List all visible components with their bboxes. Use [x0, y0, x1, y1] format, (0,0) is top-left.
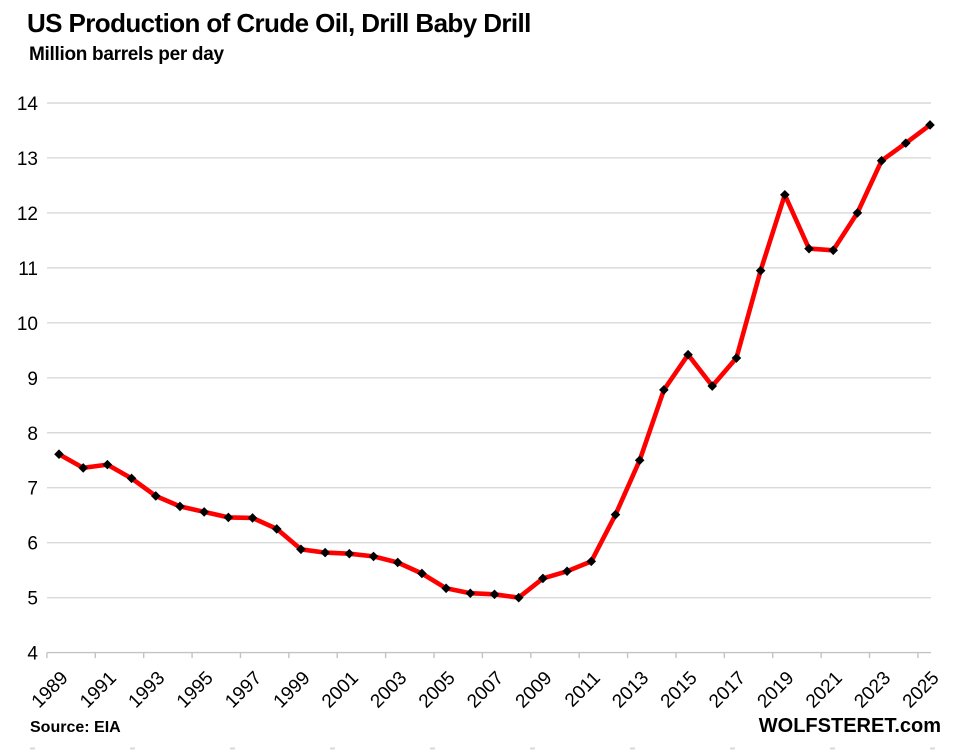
data-point-marker [755, 265, 766, 276]
chart-subtitle: Million barrels per day [29, 44, 224, 65]
x-tick-label: 2013 [608, 668, 653, 713]
x-tick-label: 2017 [705, 668, 750, 713]
y-tick-label: 5 [27, 589, 38, 610]
y-tick-label: 6 [27, 534, 38, 555]
gridlines [47, 102, 931, 599]
data-point-marker [610, 509, 621, 520]
data-point-marker [78, 463, 88, 473]
data-point-marker [513, 592, 524, 603]
y-tick-label: 4 [27, 644, 38, 665]
x-tick-label: 2015 [657, 668, 702, 713]
x-tick-label: 2001 [318, 668, 363, 713]
x-tick-label: 2003 [367, 668, 412, 713]
x-tick-label: 1989 [28, 668, 73, 713]
x-tick-label: 2007 [463, 668, 508, 713]
data-point-marker [828, 245, 839, 256]
x-tick-label: 1997 [221, 668, 266, 713]
x-tick-label: 2025 [899, 668, 944, 713]
data-point-marker [804, 243, 814, 254]
data-point-marker [199, 507, 209, 517]
data-point-marker [344, 548, 355, 559]
bottom-edge-mark [930, 747, 935, 750]
data-point-marker [126, 473, 137, 484]
data-point-marker [489, 589, 500, 600]
x-tick-label: 2011 [561, 668, 605, 712]
data-point-marker [368, 551, 379, 562]
y-tick-label: 9 [27, 369, 38, 390]
data-point-marker [54, 449, 64, 459]
x-tick-label: 2005 [415, 668, 460, 713]
data-point-marker [586, 556, 597, 567]
bottom-edge-mark [630, 747, 635, 750]
production-line [56, 122, 933, 600]
bottom-edge-mark [230, 747, 235, 750]
bottom-edge-mark [830, 747, 835, 750]
data-point-marker [102, 459, 113, 470]
data-point-marker [223, 512, 234, 523]
bottom-edge-tick-marks [30, 747, 935, 750]
data-point-marker [634, 455, 645, 466]
data-point-marker [683, 349, 693, 360]
y-tick-label: 11 [18, 259, 38, 280]
source-note: Source: EIA [30, 719, 121, 736]
y-tick-label: 10 [17, 314, 38, 335]
bottom-edge-mark [330, 747, 335, 750]
x-tick-label: 1995 [173, 668, 218, 713]
x-axis [46, 651, 931, 659]
data-point-marker [441, 583, 451, 594]
data-point-marker [901, 138, 911, 148]
data-point-marker [465, 588, 476, 599]
data-point-marker [852, 208, 863, 218]
site-watermark: WOLFSTERET.com [758, 715, 941, 737]
x-tick-label: 2023 [850, 668, 895, 713]
y-axis-labels: 4 5 6 7 8 9 10 11 12 13 14 [17, 94, 39, 665]
data-point-marker [538, 573, 548, 584]
data-point-marker [731, 353, 742, 363]
data-point-marker [417, 568, 427, 579]
bottom-edge-mark [30, 747, 35, 750]
data-point-marker [925, 120, 935, 130]
y-tick-label: 13 [17, 149, 38, 170]
data-point-marker [659, 385, 669, 395]
data-point-marker [320, 547, 330, 558]
data-point-marker [296, 544, 306, 555]
x-tick-label: 2021 [802, 668, 847, 713]
data-point-marker [150, 491, 161, 501]
y-tick-label: 14 [17, 94, 39, 115]
bottom-edge-mark [530, 747, 535, 750]
bottom-edge-mark [130, 747, 135, 750]
x-tick-label: 1999 [270, 668, 315, 713]
data-markers [54, 120, 935, 603]
x-tick-label: 1991 [76, 668, 121, 713]
data-point-marker [876, 155, 887, 166]
y-tick-label: 12 [17, 204, 38, 225]
data-point-marker [707, 381, 718, 391]
bottom-edge-mark [730, 747, 735, 750]
data-point-marker [247, 513, 258, 523]
x-tick-label: 2019 [754, 668, 799, 713]
y-tick-label: 8 [27, 424, 38, 445]
x-tick-label: 2009 [512, 668, 557, 713]
data-point-marker [392, 557, 403, 568]
bottom-edge-mark [430, 747, 435, 750]
chart-title: US Production of Crude Oil, Drill Baby D… [27, 8, 531, 38]
y-tick-label: 7 [27, 479, 38, 500]
data-point-marker [175, 501, 185, 512]
data-point-marker [562, 566, 572, 577]
x-axis-labels: 1989 1991 1993 1995 1997 1999 2001 2003 2005 2007… [28, 668, 944, 713]
x-tick-label: 1993 [125, 668, 170, 713]
data-point-marker [271, 524, 282, 534]
data-point-marker [780, 189, 790, 200]
